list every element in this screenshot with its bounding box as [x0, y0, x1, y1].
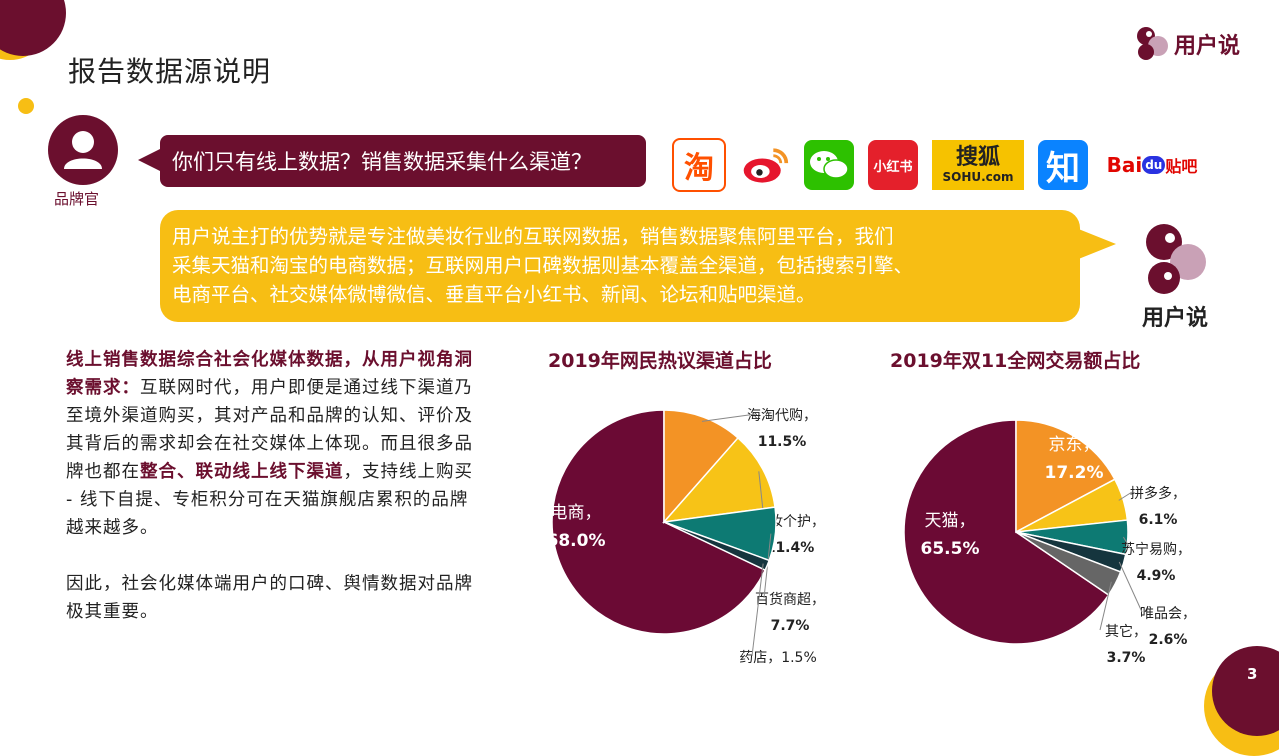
baidu-paw-text: du — [1142, 156, 1166, 174]
slice-label: 唯品会， — [1140, 606, 1196, 622]
answer-bubble-tail — [1076, 228, 1116, 260]
brand-logo: 用户说 — [1134, 24, 1240, 64]
slice-value: 2.6% — [1149, 632, 1188, 648]
wechat-icon — [804, 140, 854, 190]
zhihu-icon: 知 — [1038, 140, 1088, 190]
answer-logo: 用户说 — [1140, 220, 1210, 332]
slice-label: 拼多多， — [1130, 485, 1186, 502]
leader-line — [1118, 561, 1143, 613]
answer-line: 采集天猫和淘宝的电商数据；互联网用户口碑数据则基本覆盖全渠道，包括搜索引擎、 — [172, 254, 914, 277]
slice-value: 11.4% — [766, 540, 815, 556]
role-label: 品牌官 — [54, 190, 100, 208]
sohu-icon: 搜狐 SOHU.com — [932, 140, 1024, 190]
slice-value: 17.2% — [1045, 463, 1104, 483]
sohu-icon-subtext: SOHU.com — [942, 170, 1014, 184]
slice-value: 65.5% — [921, 539, 980, 559]
pie-slice — [903, 419, 1110, 645]
weibo-icon — [740, 140, 790, 190]
slice-label: 京东， — [1049, 435, 1100, 455]
slice-value: 6.1% — [1139, 512, 1178, 528]
corner-decoration-maroon — [0, 0, 66, 56]
body-text: 线上销售数据综合社会化媒体数据，从用户视角洞察需求：互联网时代，用户即便是通过线… — [66, 346, 486, 626]
baidu-tieba-icon: Bai du 贴吧 — [1102, 140, 1202, 190]
slice-value: 68.0% — [547, 531, 606, 551]
question-bubble — [160, 135, 646, 187]
pie-slice — [662, 436, 776, 524]
pie-slice — [663, 409, 740, 524]
tieba-text: 贴吧 — [1165, 157, 1198, 176]
paragraph-2: 因此，社会化媒体端用户的口碑、舆情数据对品牌极其重要。 — [66, 574, 473, 622]
brand-logo-text: 用户说 — [1174, 34, 1241, 59]
highlight-text: 整合、联动线上线下渠道 — [140, 462, 344, 482]
leader-line — [1099, 581, 1112, 631]
answer-logo-label: 用户说 — [1141, 306, 1208, 331]
slice-label: 苏宁易购， — [1121, 541, 1191, 558]
pie-charts: 电商，68.0%海淘代购，11.5%美妆个护，11.4%百货商超，7.7%药店，… — [547, 408, 1196, 666]
brand-logo-icon — [1137, 27, 1168, 60]
slice-label: 海淘代购， — [747, 408, 817, 424]
baidu-text: Bai — [1106, 153, 1143, 177]
slice-label: 药店，1.5% — [739, 650, 817, 666]
page-title: 报告数据源说明 — [68, 55, 272, 88]
paragraph-1: 线上销售数据综合社会化媒体数据，从用户视角洞察需求：互联网时代，用户即便是通过线… — [66, 346, 486, 542]
paragraph-text: 互联网时代，用户即便是通过线下渠道乃至境外渠道购买，其对产品和品牌的认知、评价及… — [66, 378, 473, 482]
dot-decoration — [18, 98, 34, 114]
slice-label: 天猫， — [925, 511, 976, 531]
platform-icons: 淘小红书 搜狐 SOHU.com 知 Bai du 贴吧 — [672, 138, 1202, 192]
slice-value: 3.7% — [1107, 650, 1146, 666]
slice-value: 11.5% — [758, 434, 807, 450]
page-number: 3 — [1247, 665, 1258, 683]
answer-line: 电商平台、社交媒体微博微信、垂直平台小红书、新闻、论坛和贴吧渠道。 — [172, 283, 816, 306]
taobao-icon: 淘 — [672, 138, 726, 192]
avatar — [48, 115, 118, 185]
paragraph-text: ，支持线上购买 - 线下自提、专柜积分可在天猫旗舰店累积的品牌越来越多。 — [66, 462, 473, 538]
question-bubble-tail — [138, 148, 162, 172]
slice-value: 7.7% — [771, 618, 810, 634]
slice-label: 百货商超， — [755, 591, 825, 608]
chart-title-2: 2019年双11全网交易额占比 — [890, 350, 1141, 372]
user-icon — [64, 131, 102, 169]
highlight-text: 线上销售数据综合社会化媒体数据，从用户视角洞察需求： — [66, 350, 473, 398]
chart-title-1: 2019年网民热议渠道占比 — [548, 350, 772, 372]
answer-line: 用户说主打的优势就是专注做美妆行业的互联网数据，销售数据聚焦阿里平台，我们 — [172, 225, 894, 248]
leader-line — [701, 413, 757, 422]
pie-slice — [663, 521, 771, 572]
pie-slice — [551, 409, 767, 635]
slice-label: 电商， — [551, 503, 602, 523]
sohu-icon-text: 搜狐 — [955, 145, 1000, 170]
answer-text: 用户说主打的优势就是专注做美妆行业的互联网数据，销售数据聚焦阿里平台，我们 采集… — [172, 222, 1072, 309]
slice-value: 4.9% — [1137, 568, 1176, 584]
xiaohongshu-icon: 小红书 — [868, 140, 918, 190]
answer-bubble — [160, 210, 1080, 322]
leader-line — [751, 563, 764, 657]
leader-line — [1122, 536, 1131, 549]
pie-slice — [1015, 419, 1116, 534]
leader-line — [1118, 491, 1133, 501]
question-text: 你们只有线上数据？销售数据采集什么渠道？ — [172, 150, 592, 174]
brand-logo-icon — [1146, 224, 1206, 294]
slice-label: 其它， — [1105, 623, 1147, 640]
